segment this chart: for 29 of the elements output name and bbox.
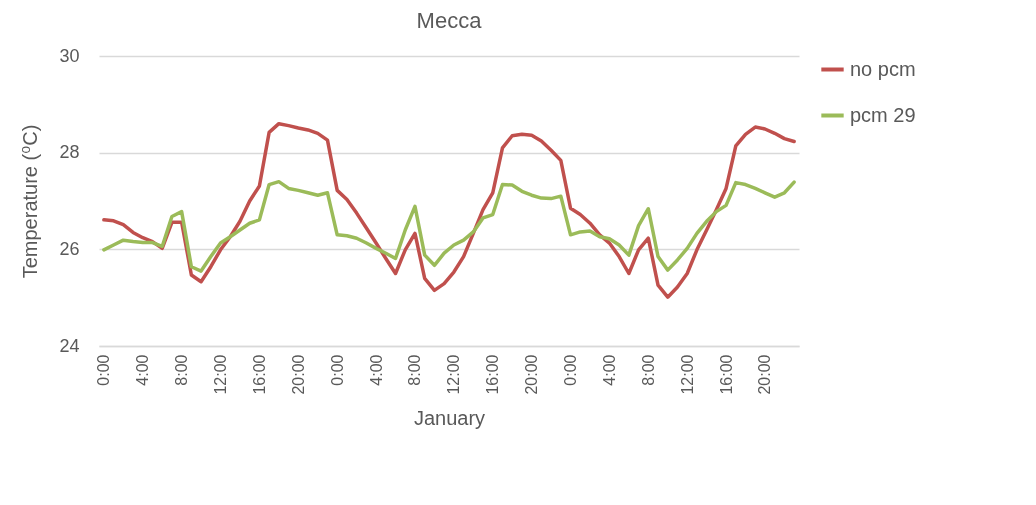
x-tick-label: 20:00 (289, 354, 307, 395)
x-tick-label: 16:00 (717, 354, 735, 395)
x-tick-label: 0:00 (562, 354, 580, 386)
legend-label: pcm 29 (850, 103, 916, 126)
x-tick-label: 12:00 (212, 354, 230, 395)
x-tick-label: 8:00 (406, 354, 424, 386)
y-tick-label: 28 (59, 142, 80, 163)
x-tick-label: 8:00 (173, 354, 191, 386)
x-tick-label: 16:00 (250, 354, 268, 395)
chart-title: Mecca (416, 8, 483, 33)
y-tick-label: 26 (59, 238, 80, 259)
x-axis-title: January (413, 406, 486, 429)
x-tick-label: 0:00 (328, 354, 346, 386)
x-tick-label: 12:00 (445, 354, 463, 395)
x-tick-label: 20:00 (756, 354, 774, 395)
x-tick-label: 12:00 (678, 354, 696, 395)
line-series (102, 179, 796, 273)
x-tick-label: 4:00 (600, 354, 618, 386)
x-tick-label: 4:00 (134, 354, 152, 386)
y-tick-label: 24 (59, 335, 80, 356)
x-tick-label: 16:00 (484, 354, 502, 395)
y-tick-label: 30 (59, 45, 80, 66)
x-tick-label: 8:00 (639, 354, 657, 386)
legend-label: no pcm (850, 57, 916, 80)
x-tick-label: 20:00 (523, 354, 541, 395)
y-axis-title: Temperature (⁰C) (19, 124, 42, 279)
x-tick-label: 0:00 (95, 354, 113, 386)
x-tick-label: 4:00 (367, 354, 385, 386)
line-series (102, 121, 796, 299)
